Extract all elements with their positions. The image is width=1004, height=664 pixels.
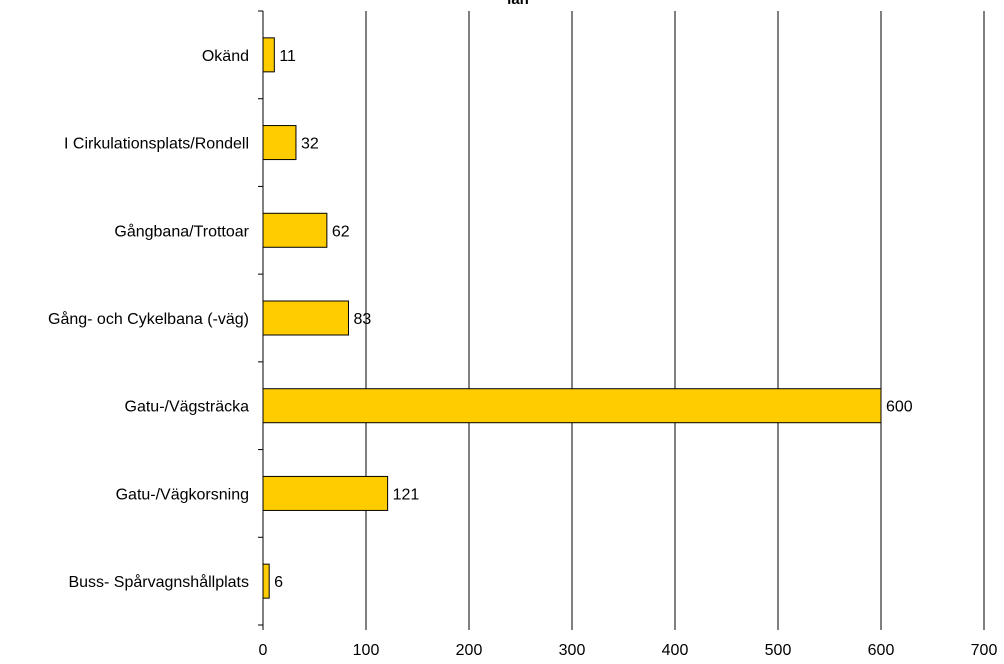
data-label: 121 <box>393 486 420 503</box>
bar <box>262 475 389 511</box>
bar <box>262 212 328 248</box>
bar <box>262 125 297 161</box>
x-tick-label: 200 <box>456 642 483 659</box>
data-label: 600 <box>886 399 913 416</box>
bar <box>262 37 275 73</box>
category-label: I Cirkulationsplats/Rondell <box>64 136 249 153</box>
bar <box>262 563 270 599</box>
category-label: Gång- och Cykelbana (-väg) <box>48 310 249 328</box>
gridlines <box>365 11 985 625</box>
x-tick-label: 0 <box>259 642 268 659</box>
data-label: 6 <box>274 574 283 591</box>
data-label: 11 <box>279 48 296 65</box>
data-label: 32 <box>301 136 319 153</box>
category-label: Gatu-/Vägkorsning <box>116 486 249 503</box>
category-label: Gatu-/Vägsträcka <box>125 399 250 416</box>
labels: 0 100 200 300 400 500 600 700 Okänd 11 I Cirkulati… <box>48 48 997 659</box>
bar <box>262 300 349 336</box>
data-label: 62 <box>332 223 350 240</box>
category-label: Gångbana/Trottoar <box>114 222 249 240</box>
x-tick-label: 500 <box>765 642 792 659</box>
x-tick-label: 300 <box>559 642 586 659</box>
category-label: Buss- Spårvagnshållplats <box>68 573 249 591</box>
x-tick-label: 700 <box>971 642 998 659</box>
data-label: 83 <box>353 311 371 328</box>
x-tick-label: 400 <box>662 642 689 659</box>
bars <box>262 37 882 599</box>
x-tick-label: 600 <box>868 642 895 659</box>
category-label: Okänd <box>202 48 249 65</box>
chart-title: län <box>507 0 529 8</box>
axes <box>258 10 985 630</box>
bar <box>262 388 882 424</box>
x-tick-label: 100 <box>353 642 380 659</box>
